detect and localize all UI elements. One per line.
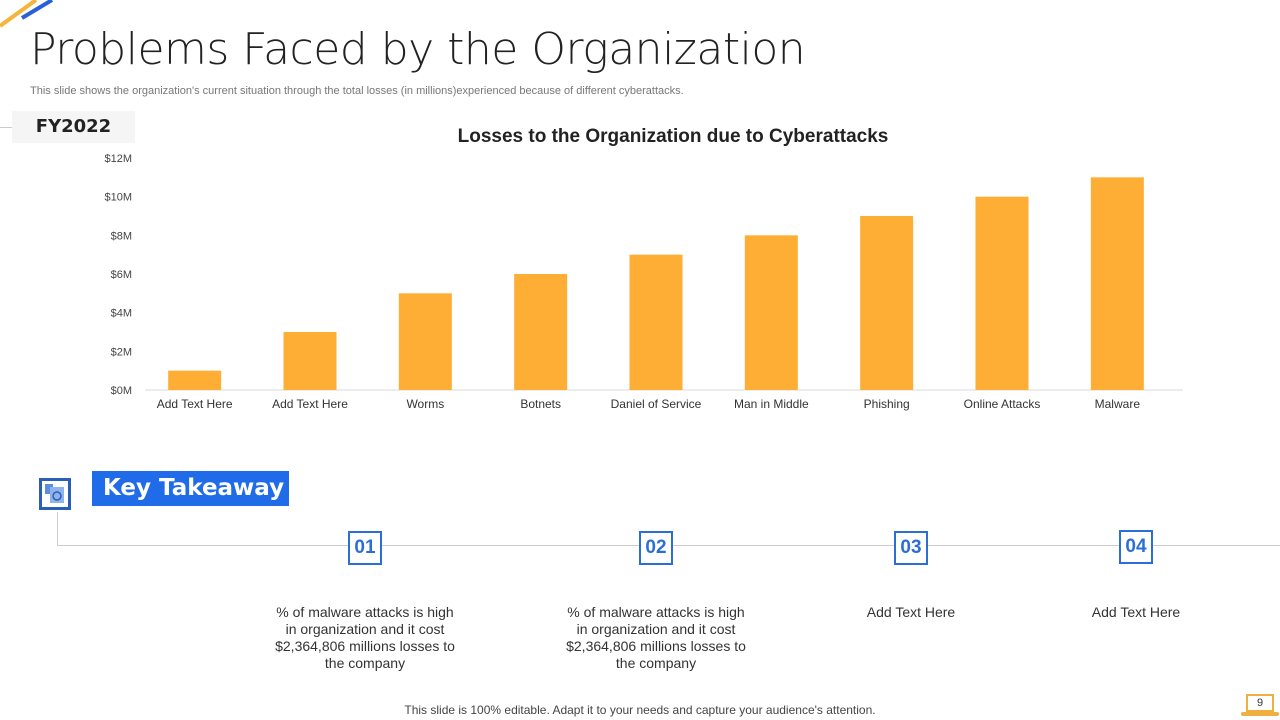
step-number-02: 02 [639,531,673,565]
bar [1090,177,1144,390]
step-number-04: 04 [1119,530,1153,564]
y-tick-label: $4M [111,308,132,320]
bar [975,196,1029,390]
page-subtitle: This slide shows the organization's curr… [30,85,684,97]
takeaway-text: % of malware attacks is high in organiza… [566,604,746,671]
key-takeaway-heading: Key Takeaway [92,471,289,506]
takeaway-text: Add Text Here [866,604,956,620]
laptop-base-icon [1241,712,1279,716]
period-label: FY2022 [12,111,135,143]
y-tick-label: $0M [111,385,132,397]
bar-chart: $0M $2M $4M $6M $8M $10M $12M Add Text Here Add … [104,153,1183,411]
bar [629,254,683,390]
divider [0,127,12,128]
step-number-03: 03 [894,531,928,565]
x-tick-label: Add Text Here [157,397,233,411]
corner-decoration [0,0,54,28]
x-tick-label: Man in Middle [734,397,809,411]
bar [283,332,337,390]
x-tick-label: Worms [406,397,444,411]
takeaway-text: Add Text Here [1091,604,1181,620]
bar [744,235,798,390]
x-tick-label: Add Text Here [272,397,348,411]
y-tick-label: $12M [104,153,132,165]
y-tick-label: $6M [111,269,132,281]
y-tick-label: $8M [111,230,132,242]
x-tick-label: Malware [1095,397,1141,411]
x-tick-label: Botnets [520,397,561,411]
y-tick-label: $2M [111,346,132,358]
page-number: 9 [1246,694,1274,712]
bar [860,216,914,390]
bar [168,370,222,390]
connector-line [57,512,58,546]
chart-title: Losses to the Organization due to Cybera… [457,126,889,147]
step-number-01: 01 [348,531,382,565]
calculator-receipt-icon [39,478,71,510]
bar [514,274,568,390]
page-title: Problems Faced by the Organization [30,24,806,75]
bar [398,293,452,390]
x-tick-label: Daniel of Service [611,397,702,411]
y-tick-label: $10M [104,192,132,204]
footer-note: This slide is 100% editable. Adapt it to… [404,703,876,717]
takeaway-text: % of malware attacks is high in organiza… [275,604,455,671]
x-tick-label: Phishing [864,397,910,411]
x-tick-label: Online Attacks [964,397,1041,411]
